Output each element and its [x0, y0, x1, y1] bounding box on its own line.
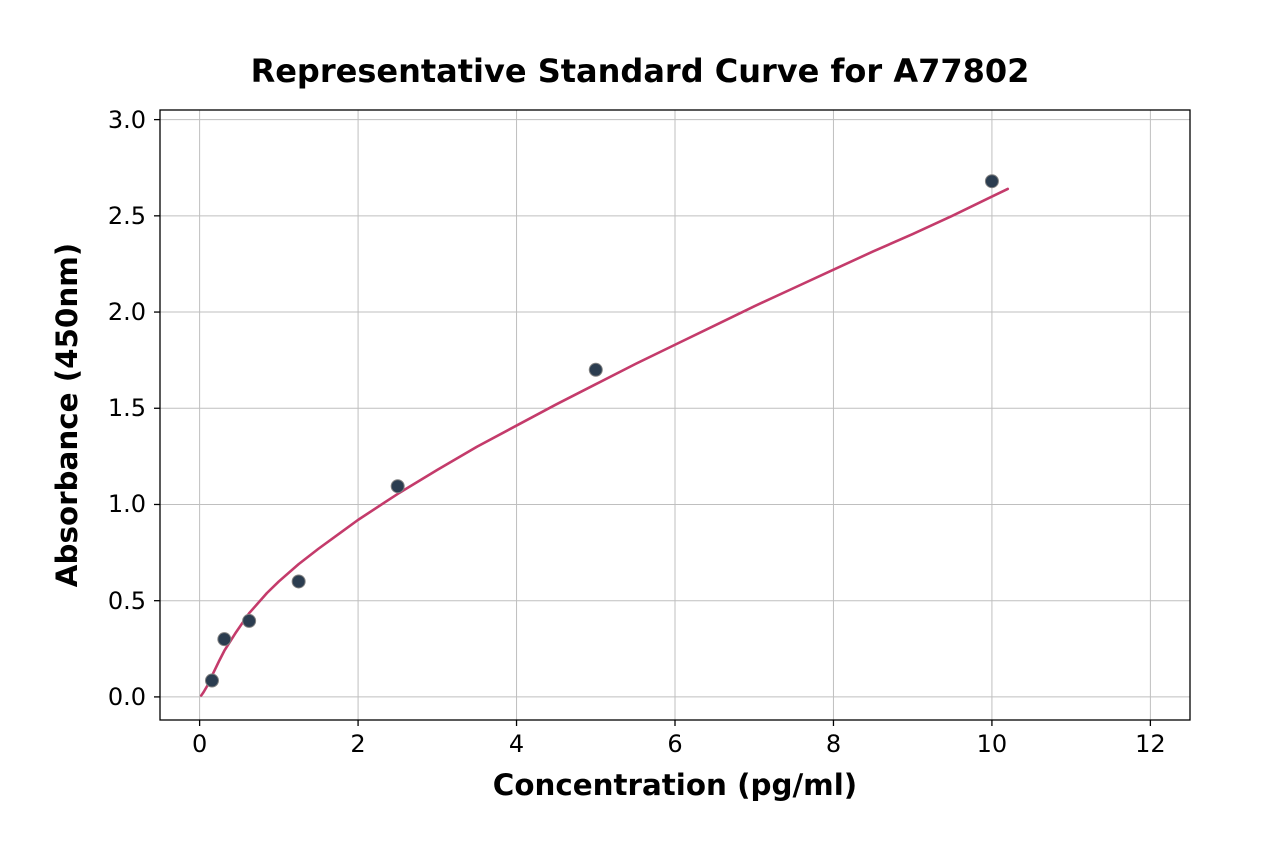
data-point — [205, 674, 218, 687]
data-point — [243, 614, 256, 627]
y-tick-label: 0.5 — [108, 587, 146, 615]
x-tick-label: 10 — [977, 730, 1008, 758]
plot-svg — [160, 110, 1190, 720]
figure: Representative Standard Curve for A77802… — [0, 0, 1280, 845]
chart-title: Representative Standard Curve for A77802 — [0, 52, 1280, 90]
data-point — [292, 575, 305, 588]
data-point — [218, 633, 231, 646]
x-axis-label: Concentration (pg/ml) — [493, 768, 857, 802]
x-tick-label: 4 — [509, 730, 524, 758]
x-tick-label: 6 — [667, 730, 682, 758]
fitted-curve — [201, 189, 1008, 696]
x-tick-label: 8 — [826, 730, 841, 758]
x-tick-label: 12 — [1135, 730, 1166, 758]
y-tick-label: 1.5 — [108, 394, 146, 422]
data-point — [391, 480, 404, 493]
data-point — [589, 363, 602, 376]
y-tick-label: 2.5 — [108, 202, 146, 230]
y-tick-label: 3.0 — [108, 106, 146, 134]
plot-area — [160, 110, 1190, 720]
y-axis-label: Absorbance (450nm) — [50, 110, 84, 720]
x-tick-label: 2 — [350, 730, 365, 758]
y-tick-label: 0.0 — [108, 683, 146, 711]
y-tick-label: 2.0 — [108, 298, 146, 326]
x-tick-label: 0 — [192, 730, 207, 758]
y-tick-label: 1.0 — [108, 490, 146, 518]
data-point — [985, 175, 998, 188]
